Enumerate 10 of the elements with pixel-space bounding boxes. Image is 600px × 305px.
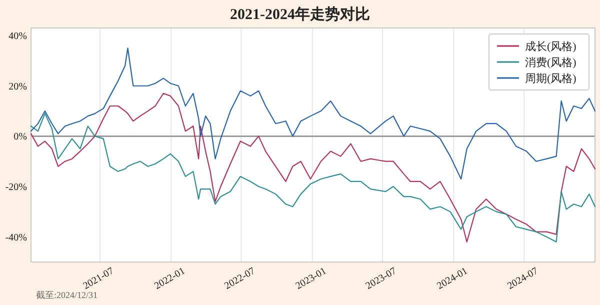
y-tick-label: 40% bbox=[8, 31, 27, 42]
legend-label: 消费(风格) bbox=[525, 56, 577, 69]
legend-label: 成长(风格) bbox=[525, 40, 577, 53]
y-tick-label: 0% bbox=[14, 132, 27, 143]
legend-label: 周期(风格) bbox=[525, 73, 577, 85]
title: 2021-2024年走势对比 bbox=[230, 7, 370, 23]
y-tick-label: -20% bbox=[5, 182, 27, 194]
y-tick-label: 20% bbox=[8, 81, 27, 92]
y-tick-label: -40% bbox=[5, 232, 27, 244]
text: 截至:2024/12/31 bbox=[36, 290, 98, 300]
